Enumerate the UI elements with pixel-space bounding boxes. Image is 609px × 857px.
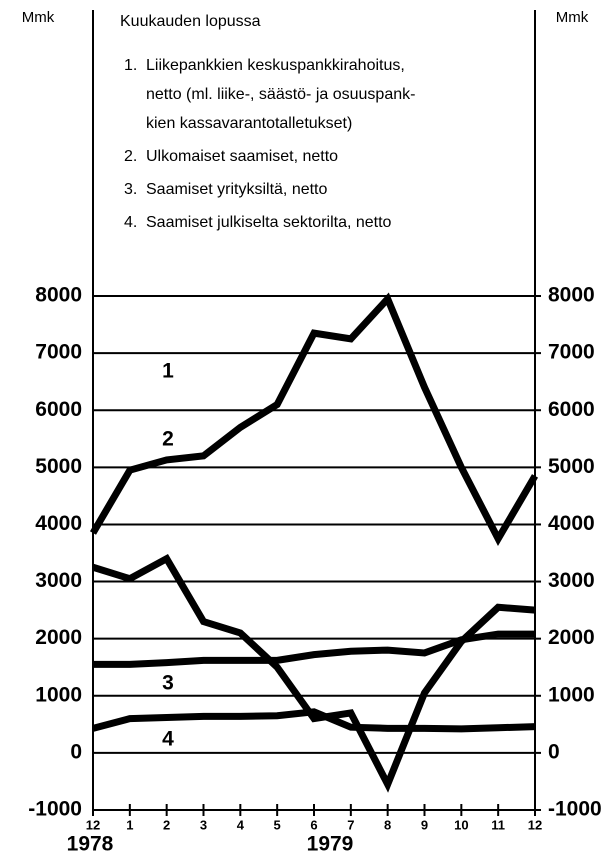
y-tick-label: 4000 bbox=[35, 512, 82, 535]
legend-number: 1. bbox=[124, 57, 137, 74]
y-tick-label: 7000 bbox=[35, 341, 82, 364]
legend-text: Ulkomaiset saamiset, netto bbox=[146, 148, 338, 165]
y2-tick-label: 0 bbox=[548, 740, 560, 763]
legend-text: Saamiset yrityksiltä, netto bbox=[146, 181, 328, 198]
y2-tick-label: 4000 bbox=[548, 512, 595, 535]
legend-text: kien kassavarantotalletukset) bbox=[146, 115, 352, 132]
y2-axis-label: Mmk bbox=[556, 9, 589, 26]
y-tick-label: 8000 bbox=[35, 284, 82, 307]
y2-tick-label: 6000 bbox=[548, 398, 595, 421]
series-label: 4 bbox=[162, 728, 174, 751]
year-label: 1978 bbox=[67, 833, 114, 856]
y-tick-label: 1000 bbox=[35, 683, 82, 706]
x-tick-label: 1 bbox=[126, 817, 133, 832]
y2-tick-label: 3000 bbox=[548, 569, 595, 592]
y2-tick-label: 2000 bbox=[548, 626, 595, 649]
series-line bbox=[89, 292, 539, 546]
y2-tick-label: 8000 bbox=[548, 284, 595, 307]
x-tick-label: 12 bbox=[528, 817, 542, 832]
series-line bbox=[93, 630, 535, 668]
legend-number: 2. bbox=[124, 148, 137, 165]
x-tick-label: 5 bbox=[274, 817, 281, 832]
series-label: 1 bbox=[162, 360, 174, 383]
y2-tick-label: 7000 bbox=[548, 341, 595, 364]
legend-text: netto (ml. liike-, säästö- ja osuuspank- bbox=[146, 86, 415, 103]
series-label: 3 bbox=[162, 672, 174, 695]
x-tick-label: 6 bbox=[310, 817, 317, 832]
legend-title: Kuukauden lopussa bbox=[120, 13, 261, 30]
x-tick-label: 10 bbox=[454, 817, 468, 832]
x-tick-label: 4 bbox=[237, 817, 245, 832]
y-tick-label: 0 bbox=[70, 740, 82, 763]
y2-tick-label: 1000 bbox=[548, 683, 595, 706]
legend-text: Liikepankkien keskuspankkirahoitus, bbox=[146, 57, 405, 74]
year-label: 1979 bbox=[307, 833, 354, 856]
y-tick-label: -1000 bbox=[28, 798, 82, 821]
x-tick-label: 2 bbox=[163, 817, 170, 832]
y-tick-label: 2000 bbox=[35, 626, 82, 649]
x-tick-label: 3 bbox=[200, 817, 207, 832]
y-axis-label: Mmk bbox=[22, 9, 55, 26]
legend-number: 4. bbox=[124, 214, 137, 231]
legend-number: 3. bbox=[124, 181, 137, 198]
x-tick-label: 11 bbox=[491, 817, 505, 832]
y2-tick-label: 5000 bbox=[548, 455, 595, 478]
y-tick-label: 5000 bbox=[35, 455, 82, 478]
y-tick-label: 6000 bbox=[35, 398, 82, 421]
series-label: 2 bbox=[162, 428, 174, 451]
x-tick-label: 9 bbox=[421, 817, 428, 832]
y2-tick-label: -1000 bbox=[548, 798, 602, 821]
legend-text: Saamiset julkiselta sektorilta, netto bbox=[146, 214, 392, 231]
series-line bbox=[92, 708, 536, 733]
y-tick-label: 3000 bbox=[35, 569, 82, 592]
x-tick-label: 8 bbox=[384, 817, 391, 832]
x-tick-label: 7 bbox=[347, 817, 354, 832]
x-tick-label: 12 bbox=[86, 817, 100, 832]
series-line bbox=[91, 554, 536, 793]
